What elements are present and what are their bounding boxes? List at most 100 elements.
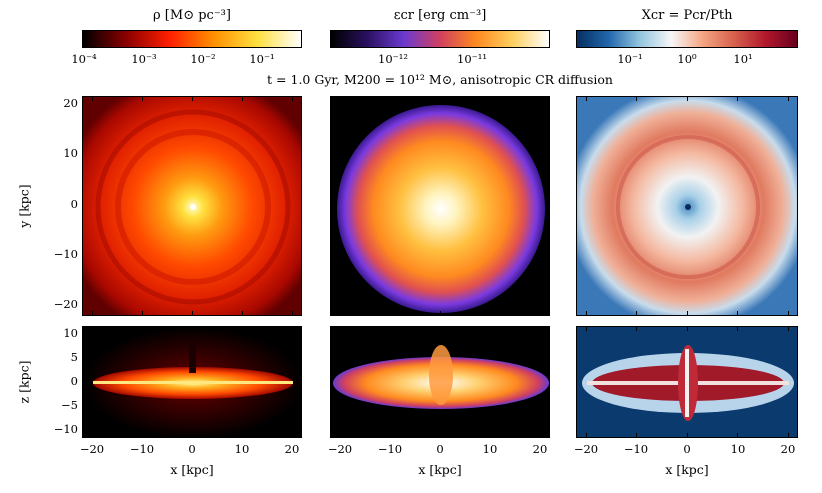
y-tick-label: −20 (53, 297, 78, 311)
panel-cr-ratio-edgeon (576, 326, 798, 438)
tick-mark (540, 96, 541, 101)
tick-mark (192, 433, 193, 438)
tick-mark (440, 326, 441, 331)
density-edgeon-map (83, 327, 301, 437)
z-tick-label: −10 (53, 422, 78, 436)
tick-mark (586, 96, 587, 101)
tick-mark (390, 326, 391, 331)
x-tick-label: −20 (79, 442, 105, 456)
tick-mark (390, 96, 391, 101)
x-tick-label: 10 (730, 442, 746, 456)
tick-mark (390, 433, 391, 438)
x-tick-label: −10 (129, 442, 155, 456)
tick-mark (242, 326, 243, 331)
tick-mark (636, 96, 637, 101)
cr-ratio-edgeon-map (582, 345, 794, 421)
tick-mark (490, 96, 491, 101)
figure-caption: t = 1.0 Gyr, M200 = 10¹² M⊙, anisotropic… (267, 72, 613, 87)
tick-mark (440, 433, 441, 438)
z-tick-label: 5 (70, 350, 78, 364)
z-tick-label: 10 (63, 326, 78, 340)
x-tick-label: 10 (234, 442, 250, 456)
panel-cr-energy-edgeon (330, 326, 550, 438)
x-axis-label: x [kpc] (418, 462, 462, 477)
cr-energy-faceon-map (331, 97, 549, 315)
tick-mark (142, 311, 143, 316)
tick-mark (737, 311, 738, 316)
tick-mark (390, 311, 391, 316)
tick-mark (192, 326, 193, 331)
y-tick-label: 20 (63, 96, 78, 110)
tick-mark (242, 311, 243, 316)
colorbar-density-label: ρ [M⊙ pc⁻³] (153, 8, 231, 23)
x-tick-label: 20 (284, 442, 300, 456)
x-tick-label: −20 (573, 442, 599, 456)
panel-density-edgeon (82, 326, 302, 438)
tick-mark (142, 326, 143, 331)
tick-mark (687, 326, 688, 331)
x-tick-label: 0 (188, 442, 196, 456)
density-faceon-map (83, 97, 301, 315)
tick-mark (192, 96, 193, 101)
tick-mark (340, 311, 341, 316)
tick-mark (440, 96, 441, 101)
tick-mark (737, 326, 738, 331)
x-tick-label: 10 (482, 442, 498, 456)
tick-mark (292, 433, 293, 438)
panel-cr-ratio-faceon (576, 96, 798, 316)
tick-mark (540, 326, 541, 331)
tick-mark (292, 96, 293, 101)
tick-mark (788, 326, 789, 331)
tick-mark (142, 433, 143, 438)
tick-mark (92, 326, 93, 331)
tick-mark (788, 96, 789, 101)
tick-mark (490, 326, 491, 331)
tick-mark (586, 311, 587, 316)
panel-cr-energy-faceon (330, 96, 550, 316)
colorbar-density-tick: 10⁻⁴ (71, 52, 97, 66)
z-tick-label: −5 (61, 398, 78, 412)
tick-mark (490, 311, 491, 316)
tick-mark (242, 433, 243, 438)
tick-mark (788, 311, 789, 316)
y-tick-label: 0 (70, 197, 78, 211)
tick-mark (540, 311, 541, 316)
tick-mark (292, 326, 293, 331)
colorbar-cr-ratio-tick: 10⁰ (677, 52, 697, 66)
tick-mark (340, 96, 341, 101)
colorbar-cr-energy-label: εcr [erg cm⁻³] (393, 8, 487, 23)
tick-mark (292, 311, 293, 316)
colorbar-cr-ratio-tick: 10⁻¹ (617, 52, 643, 66)
x-axis-label: x [kpc] (665, 462, 709, 477)
x-tick-label: −10 (623, 442, 649, 456)
tick-mark (340, 433, 341, 438)
x-tick-label: −10 (377, 442, 403, 456)
colorbar-cr-energy-tick: 10⁻¹¹ (457, 52, 487, 66)
tick-mark (636, 326, 637, 331)
tick-mark (687, 311, 688, 316)
tick-mark (636, 433, 637, 438)
colorbar-cr-ratio-label: Xcr = Pcr/Pth (641, 8, 733, 23)
tick-mark (636, 311, 637, 316)
colorbar-cr-ratio-tick: 10¹ (733, 52, 753, 66)
panel-density-faceon (82, 96, 302, 316)
tick-mark (340, 326, 341, 331)
tick-mark (242, 96, 243, 101)
y-tick-label: −10 (53, 247, 78, 261)
x-axis-label: x [kpc] (170, 462, 214, 477)
y-tick-label: 10 (63, 146, 78, 160)
tick-mark (92, 311, 93, 316)
tick-mark (737, 433, 738, 438)
colorbar-cr-energy-gradient (330, 30, 550, 48)
tick-mark (586, 433, 587, 438)
x-tick-label: 20 (780, 442, 796, 456)
colorbar-density-tick: 10⁻¹ (249, 52, 275, 66)
z-tick-label: 0 (70, 374, 78, 388)
tick-mark (490, 433, 491, 438)
z-axis-label: z [kpc] (16, 360, 32, 404)
y-axis-label: y [kpc] (16, 184, 32, 228)
colorbar-cr-energy-tick: 10⁻¹² (378, 52, 408, 66)
tick-mark (586, 326, 587, 331)
cr-ratio-faceon-map (577, 97, 797, 315)
x-tick-label: 20 (532, 442, 548, 456)
